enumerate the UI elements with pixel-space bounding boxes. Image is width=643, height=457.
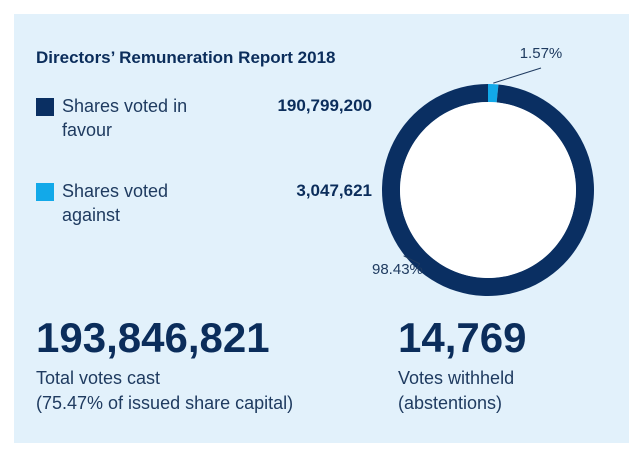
chart-title: Directors’ Remuneration Report 2018	[36, 48, 336, 67]
panel: Directors’ Remuneration Report 2018 98.4…	[14, 14, 629, 443]
legend-label: Shares voted in favour	[62, 96, 188, 140]
slice-label: 98.43%	[372, 261, 423, 278]
total-caption: (abstentions)	[398, 393, 503, 413]
leader-line	[403, 255, 421, 265]
leader-line	[493, 67, 542, 84]
legend-swatch	[36, 183, 54, 201]
donut-chart: 98.43% 1.57%	[372, 45, 594, 296]
total-value: 14,769	[398, 314, 527, 361]
share-count: 190,799,200	[277, 96, 372, 115]
total-caption: (75.47% of issued share capital)	[36, 393, 294, 413]
total-caption: Total votes cast	[36, 368, 161, 388]
donut-slice	[488, 84, 499, 103]
legend-swatch	[36, 98, 54, 116]
slice-label: 1.57%	[520, 45, 563, 62]
share-count: 3,047,621	[296, 181, 372, 200]
total-value: 193,846,821	[36, 314, 270, 361]
total-caption: Votes withheld	[398, 368, 515, 388]
legend-label: Shares voted against	[62, 181, 169, 225]
donut-hole	[400, 102, 576, 278]
